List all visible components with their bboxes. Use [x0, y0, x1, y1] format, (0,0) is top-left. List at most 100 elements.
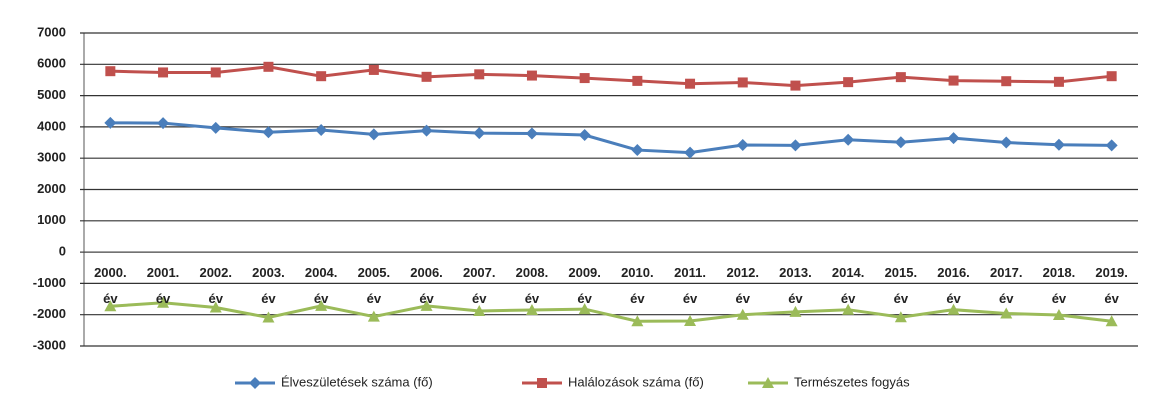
legend-marker [762, 377, 774, 388]
x-tick-label: 2013. év [779, 265, 812, 307]
y-tick-label: 2000 [37, 181, 66, 196]
marker [105, 66, 116, 77]
x-tick-label: 2005. év [357, 265, 391, 307]
marker [157, 296, 170, 308]
y-tick-label: -1000 [33, 275, 66, 290]
marker [684, 314, 697, 326]
marker [894, 136, 907, 149]
y-tick-label: 6000 [37, 56, 66, 71]
x-tick-label: 2012. év [726, 265, 760, 307]
marker [525, 304, 538, 316]
marker [736, 308, 749, 320]
marker [525, 127, 538, 140]
x-tick-label: 2006. év [410, 265, 443, 307]
marker [368, 64, 379, 75]
y-tick-label: 5000 [37, 87, 66, 102]
marker [842, 133, 855, 146]
marker [104, 116, 117, 129]
marker [947, 303, 960, 315]
x-tick-label: 2016. év [937, 265, 970, 307]
y-tick-label: 1000 [37, 212, 66, 227]
marker [790, 80, 801, 91]
x-tick-label: 2018. év [1042, 265, 1076, 307]
legend-label: Élveszületések száma (fő) [281, 374, 433, 389]
marker [315, 124, 328, 137]
marker [789, 305, 802, 317]
x-tick-label: 2003. év [252, 265, 285, 307]
marker [684, 146, 697, 159]
marker [1052, 309, 1065, 321]
x-tick-label: 2019. év [1095, 265, 1128, 307]
y-tick-label: -3000 [33, 337, 66, 352]
marker [316, 71, 327, 82]
marker [1000, 307, 1013, 319]
legend-marker [249, 377, 261, 389]
x-tick-label: 2008. év [515, 265, 549, 307]
x-tick-label: 2010. év [621, 265, 654, 307]
legend-item: Természetes fogyás [748, 374, 910, 389]
marker [262, 311, 275, 323]
legend-label: Természetes fogyás [794, 374, 910, 389]
marker [104, 300, 117, 312]
marker [948, 75, 959, 86]
marker [1053, 76, 1064, 87]
marker [632, 75, 643, 86]
marker [1052, 138, 1065, 151]
x-tick-label: 2004. év [304, 265, 338, 307]
marker [263, 61, 274, 72]
marker [157, 117, 170, 130]
marker [1001, 76, 1012, 87]
series-line [110, 121, 1112, 155]
marker [843, 77, 854, 88]
marker [367, 128, 380, 141]
y-tick-label: 0 [59, 244, 66, 259]
x-tick-label: 2000. év [94, 265, 127, 307]
y-tick-label: 7000 [37, 24, 66, 39]
marker [578, 303, 591, 315]
y-tick-label: 4000 [37, 118, 66, 133]
marker [947, 132, 960, 145]
marker [262, 126, 275, 139]
marker [209, 301, 222, 313]
x-tick-label: 2001. év [146, 265, 180, 307]
marker [894, 311, 907, 323]
x-tick-label: 2014. év [831, 265, 865, 307]
marker [158, 67, 169, 78]
marker [473, 127, 486, 140]
marker [1000, 136, 1013, 149]
marker [579, 73, 590, 84]
marker [895, 72, 906, 83]
marker [1106, 71, 1117, 82]
marker [1105, 139, 1118, 152]
marker [474, 69, 485, 80]
marker [578, 129, 591, 142]
y-tick-label: 3000 [37, 150, 66, 165]
series-line [110, 65, 1112, 88]
legend-marker [537, 378, 547, 388]
marker [631, 144, 644, 157]
marker [789, 139, 802, 152]
marker [210, 67, 221, 78]
marker [736, 139, 749, 152]
marker [737, 77, 748, 88]
x-tick-label: 2015. év [884, 265, 918, 307]
y-tick-label: -2000 [33, 306, 66, 321]
marker [367, 310, 380, 322]
marker [842, 303, 855, 315]
x-tick-label: 2017. év [989, 265, 1023, 307]
marker [315, 299, 328, 311]
x-tick-label: 2011. év [674, 265, 706, 307]
x-tick-label: 2002. év [199, 265, 233, 307]
legend-item: Élveszületések száma (fő) [235, 374, 433, 389]
marker [209, 121, 222, 134]
marker [420, 124, 433, 137]
marker [420, 299, 433, 311]
legend-label: Halálozások száma (fő) [568, 374, 704, 389]
legend-item: Halálozások száma (fő) [522, 374, 704, 389]
marker [685, 78, 696, 89]
marker [526, 70, 537, 81]
marker [473, 304, 486, 316]
marker [631, 315, 644, 327]
